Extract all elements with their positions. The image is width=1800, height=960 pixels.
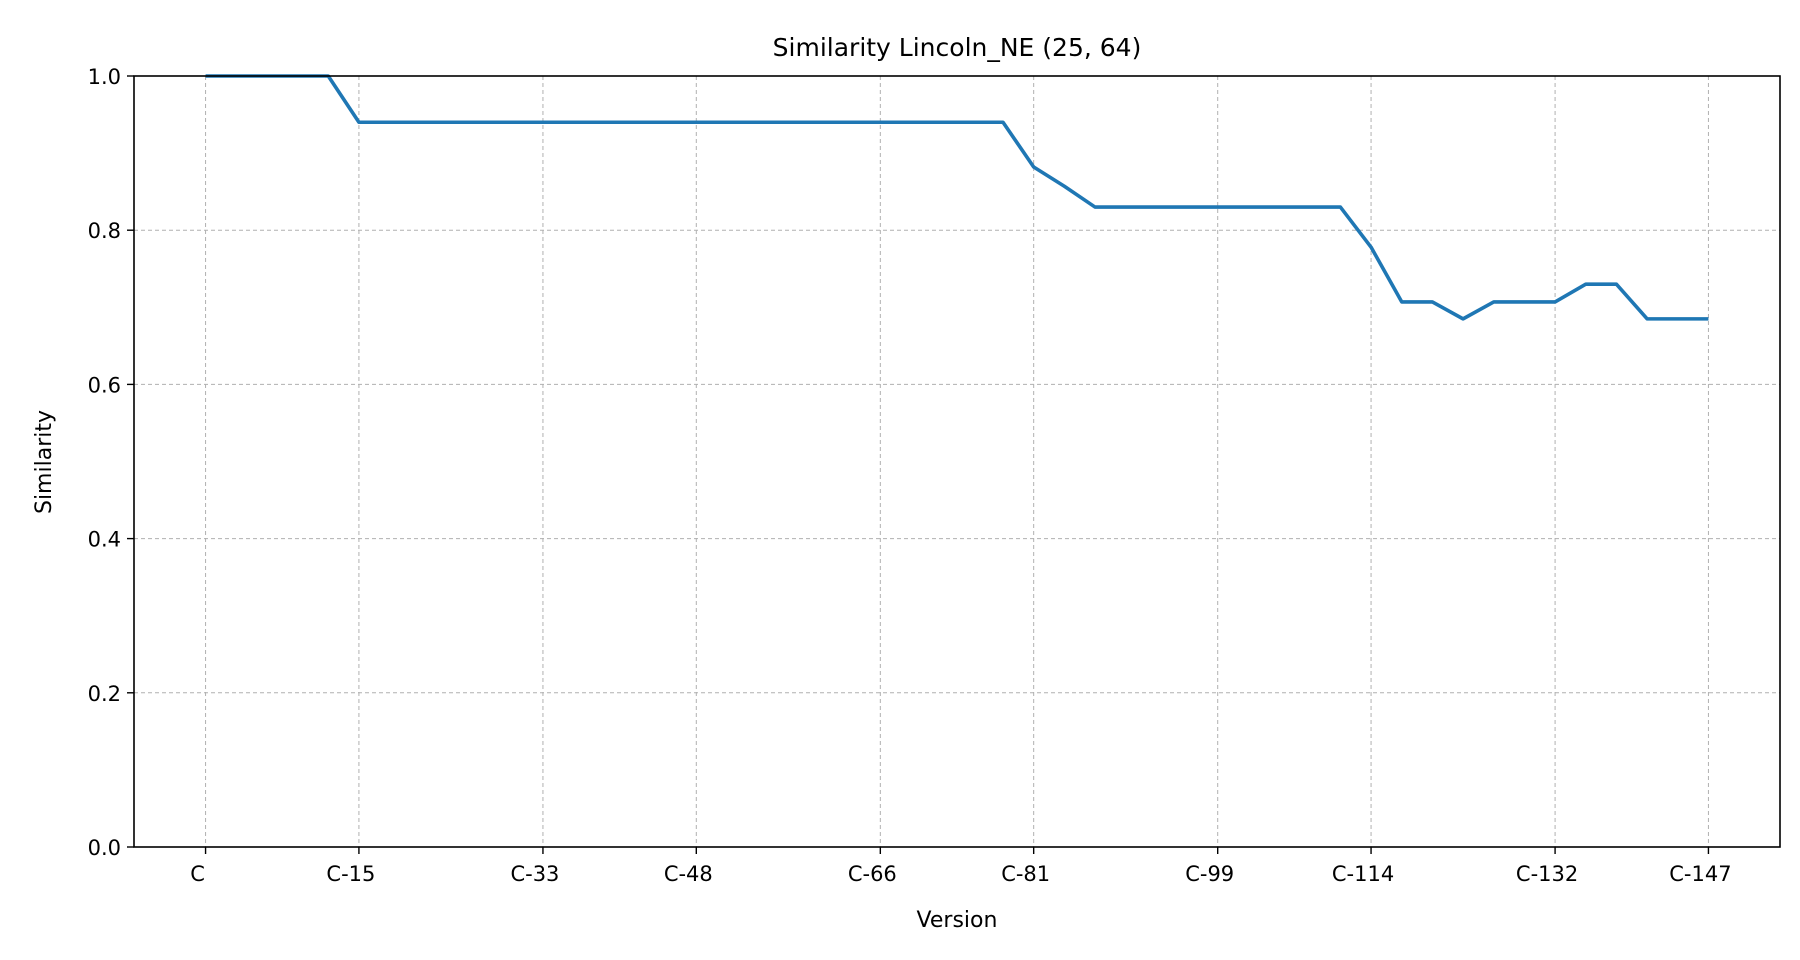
x-tick-label: C-81 <box>1001 862 1050 886</box>
x-tick-label: C-114 <box>1332 862 1394 886</box>
x-axis-label: Version <box>917 908 998 933</box>
x-tick-label: C-147 <box>1669 862 1731 886</box>
y-tick-label: 0.4 <box>88 528 121 552</box>
y-tick-label: 1.0 <box>88 65 121 89</box>
chart-title: Similarity Lincoln_NE (25, 64) <box>773 33 1142 62</box>
y-tick-label: 0.0 <box>88 836 121 860</box>
x-tick-label: C <box>190 862 205 886</box>
x-tick-label: C-66 <box>848 862 897 886</box>
plot-frame <box>133 75 1781 848</box>
y-axis-label: Similarity <box>32 410 57 514</box>
series-line-0 <box>205 74 1709 321</box>
y-tick-label: 0.6 <box>88 373 121 397</box>
x-tick-label: C-15 <box>326 862 375 886</box>
y-tick-label: 0.2 <box>88 682 121 706</box>
x-tick-label: C-132 <box>1516 862 1578 886</box>
axis-ticks: C C-15 C-33 C-48 C-66 C-81 C-99 C-114 C-132 C-147… <box>88 65 1732 886</box>
x-tick-label: C-99 <box>1185 862 1234 886</box>
x-tick-label: C-33 <box>510 862 559 886</box>
x-tick-label: C-48 <box>664 862 713 886</box>
y-tick-label: 0.8 <box>88 219 121 243</box>
series-layer <box>205 74 1709 321</box>
